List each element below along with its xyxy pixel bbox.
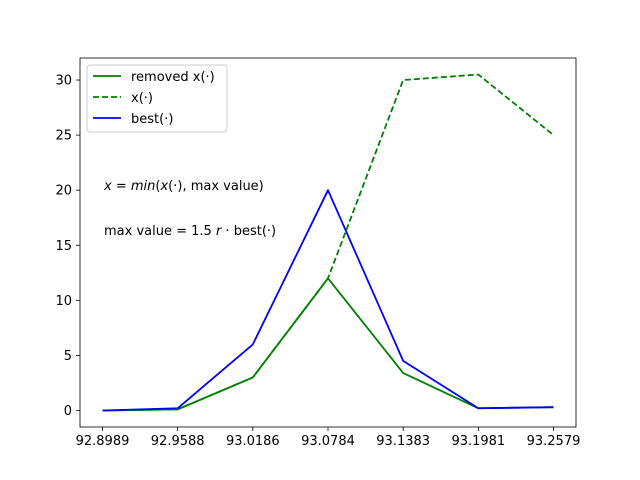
y-tick-label: 5 bbox=[64, 349, 72, 364]
y-tick-label: 20 bbox=[55, 184, 72, 199]
legend-label-x: x(·) bbox=[131, 91, 153, 106]
annotation-min: x = min(x(·), max value) bbox=[103, 179, 264, 194]
x-tick-label: 92.8989 bbox=[76, 434, 130, 449]
x-axis-ticks: 92.8989 92.9588 93.0186 93.0784 93.1383 93.19… bbox=[76, 427, 581, 449]
y-tick-label: 15 bbox=[55, 239, 72, 254]
series-lines bbox=[102, 73, 555, 412]
x-tick-label: 93.0186 bbox=[226, 434, 280, 449]
x-tick-label: 93.1383 bbox=[376, 434, 430, 449]
legend: removed x(·) x(·) best(·) bbox=[86, 64, 228, 133]
x-tick-label: 93.0784 bbox=[301, 434, 355, 449]
legend-label-best: best(·) bbox=[131, 112, 173, 127]
y-tick-label: 25 bbox=[55, 129, 72, 144]
x-tick-label: 93.2579 bbox=[527, 434, 581, 449]
legend-box bbox=[86, 64, 228, 133]
svg-text:x = min(x(·), max value): x = min(x(·), max value) bbox=[103, 179, 264, 194]
series-line-2 bbox=[102, 189, 554, 412]
annotation-max-value: max value = 1.5 r · best(·) bbox=[104, 224, 276, 239]
x-tick-label: 93.1981 bbox=[451, 434, 505, 449]
legend-label-removed: removed x(·) bbox=[131, 70, 215, 85]
svg-text:max value = 1.5 r · best(·): max value = 1.5 r · best(·) bbox=[104, 224, 276, 239]
x-tick-label: 92.9588 bbox=[151, 434, 205, 449]
y-axis-ticks: 0 5 10 15 20 25 30 bbox=[55, 74, 80, 419]
y-tick-label: 0 bbox=[64, 404, 72, 419]
y-tick-label: 10 bbox=[55, 294, 72, 309]
y-tick-label: 30 bbox=[55, 74, 72, 89]
